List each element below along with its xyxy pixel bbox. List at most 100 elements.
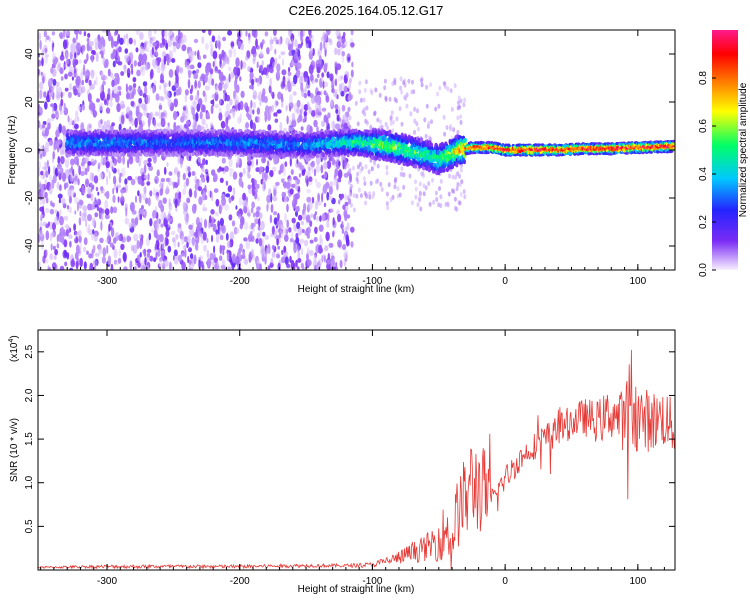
spectrogram-noise-cell <box>229 231 235 240</box>
spectrogram-noise-cell <box>413 129 416 135</box>
spectrogram-noise-cell <box>409 111 413 117</box>
spectrogram-noise-cell <box>323 90 327 96</box>
spectrogram-noise-cell <box>66 30 71 37</box>
spectrogram-noise-cell <box>183 202 187 211</box>
spectrogram-noise-cell <box>51 43 54 52</box>
spectrogram-noise-cell <box>373 111 376 117</box>
spectrogram-noise-cell <box>281 69 287 76</box>
spectrogram-noise-cell <box>251 201 255 209</box>
spectrogram-noise-cell <box>336 114 340 122</box>
spectrogram-noise-cell <box>177 199 180 207</box>
spectrogram-noise-cell <box>314 200 319 210</box>
spectrogram-noise-cell <box>378 92 382 98</box>
spectrogram-noise-cell <box>229 168 234 173</box>
spectrogram-noise-cell <box>259 166 264 172</box>
spectrogram-noise-cell <box>56 126 59 132</box>
spectrogram-noise-cell <box>199 111 203 120</box>
spectrogram-noise-cell <box>124 178 128 185</box>
spectrogram-noise-cell <box>205 159 208 165</box>
spectrogram-noise-cell <box>297 162 302 168</box>
spectrogram-noise-cell <box>276 253 280 259</box>
spectrogram-noise-cell <box>291 61 295 67</box>
spectrogram-noise-cell <box>286 115 289 125</box>
spectrogram-noise-cell <box>284 84 288 91</box>
spectrogram-noise-cell <box>153 229 158 239</box>
spectrogram-noise-cell <box>245 239 250 250</box>
spectrogram-noise-cell <box>139 252 142 258</box>
spectrogram-noise-cell <box>67 71 73 77</box>
spectrogram-noise-cell <box>328 195 333 201</box>
spectrogram-noise-cell <box>399 76 403 82</box>
spectrogram-noise-cell <box>145 94 151 104</box>
spectrogram-noise-cell <box>313 119 318 128</box>
spectrogram-noise-cell <box>348 167 352 173</box>
spectrogram-noise-cell <box>411 79 414 85</box>
spectrogram-noise-cell <box>257 115 261 122</box>
spectrogram-noise-cell <box>53 255 57 260</box>
spectrogram-noise-cell <box>266 203 269 212</box>
spectrogram-noise-cell <box>110 263 114 270</box>
spectrogram-noise-cell <box>210 209 215 215</box>
spectrogram-noise-cell <box>260 220 265 231</box>
spectrogram-noise-cell <box>431 177 435 183</box>
spectrogram-noise-cell <box>209 215 212 224</box>
spectrogram-noise-cell <box>45 230 50 241</box>
spectrogram-noise-cell <box>61 197 66 206</box>
spectrogram-noise-cell <box>287 76 291 82</box>
spectrogram-noise-cell <box>321 213 326 222</box>
spectrogram-noise-cell <box>205 42 209 51</box>
spectrogram-noise-cell <box>335 262 338 268</box>
spectrogram-noise-cell <box>319 77 322 88</box>
spectrogram-noise-cell <box>389 114 393 120</box>
spectrogram-noise-cell <box>341 220 344 231</box>
spectrogram-noise-cell <box>295 259 298 268</box>
spectrogram-noise-cell <box>281 249 284 255</box>
spectrogram-noise-cell <box>146 237 150 247</box>
spectrogram-noise-cell <box>61 51 64 57</box>
spectrogram-noise-cell <box>237 102 241 111</box>
spectrogram-noise-cell <box>287 124 291 133</box>
spectrogram-noise-cell <box>45 170 49 178</box>
spectrogram-noise-cell <box>285 104 288 112</box>
spectrogram-noise-cell <box>344 193 347 201</box>
spectrogram-noise-cell <box>342 244 347 251</box>
spectrogram-noise-cell <box>416 108 419 114</box>
spectrogram-noise-cell <box>385 191 389 197</box>
spectrogram-noise-cell <box>219 255 223 261</box>
spectrogram-noise-cell <box>201 264 205 270</box>
spectrogram-noise-cell <box>439 203 443 209</box>
spectrogram-noise-cell <box>384 95 388 101</box>
spectrogram-noise-cell <box>141 205 144 210</box>
spectrogram-noise-cell <box>42 195 45 206</box>
spectrogram-noise-cell <box>87 32 91 38</box>
spectrogram-noise-cell <box>305 36 310 44</box>
spectrogram-noise-cell <box>47 266 51 270</box>
spectrogram-noise-cell <box>67 115 70 123</box>
spectrogram-noise-cell <box>438 85 442 91</box>
spectrogram-ridge-cell <box>286 132 290 138</box>
spectrogram-noise-cell <box>243 237 248 242</box>
spectrogram-noise-cell <box>125 33 129 39</box>
spectrogram-noise-cell <box>165 42 169 50</box>
spectrogram-noise-cell <box>120 114 125 125</box>
spectrogram-noise-cell <box>324 63 328 72</box>
spectrogram-noise-cell <box>166 177 170 183</box>
spectrogram-noise-cell <box>264 31 269 37</box>
spectrogram-noise-cell <box>205 123 208 129</box>
spectrogram-noise-cell <box>358 161 362 167</box>
spectrogram-noise-cell <box>188 224 193 230</box>
spectrogram-noise-cell <box>278 232 282 238</box>
spectrogram-noise-cell <box>67 187 72 198</box>
spectrogram-noise-cell <box>300 220 305 226</box>
spectrogram-noise-cell <box>73 63 76 69</box>
spectrogram-noise-cell <box>77 104 81 111</box>
spectrogram-noise-cell <box>214 104 219 109</box>
spectrogram-noise-cell <box>333 89 337 98</box>
spectrogram-noise-cell <box>62 229 66 234</box>
spectrogram-noise-cell <box>229 98 233 106</box>
spectrogram-noise-cell <box>224 110 228 118</box>
spectrogram-noise-cell <box>123 64 127 73</box>
spectrogram-noise-cell <box>348 115 352 121</box>
spectrogram-noise-cell <box>201 36 205 45</box>
spectrogram-noise-cell <box>219 217 224 227</box>
